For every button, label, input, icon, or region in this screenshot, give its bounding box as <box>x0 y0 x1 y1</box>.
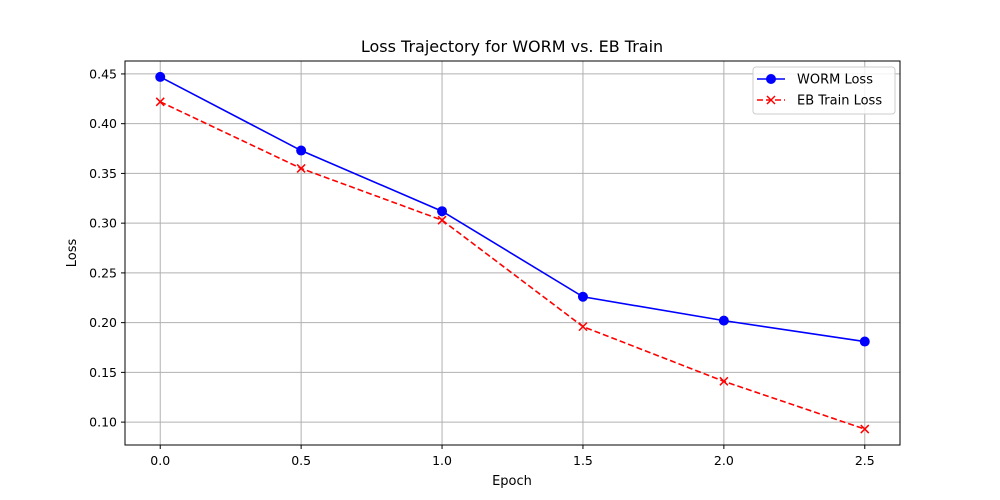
x-axis-label: Epoch <box>492 474 532 489</box>
eb-train-loss-point <box>860 424 870 434</box>
y-tick-label: 0.45 <box>89 66 117 81</box>
eb-train-loss-point <box>578 322 588 332</box>
y-tick-label: 0.20 <box>89 315 117 330</box>
legend: WORM Loss EB Train Loss <box>752 66 896 115</box>
eb-train-loss-point <box>296 163 306 173</box>
legend-eb-train-loss-label: EB Train Loss <box>797 94 882 109</box>
worm-loss-point <box>296 145 307 156</box>
y-tick-label: 0.35 <box>89 166 117 181</box>
x-tick-label: 0.5 <box>291 453 311 468</box>
plot-frame <box>124 60 901 446</box>
eb-train-loss-line <box>159 101 866 430</box>
worm-loss-point <box>155 71 166 82</box>
legend-worm-loss-marker <box>766 74 776 84</box>
worm-loss-point <box>437 206 448 217</box>
y-axis-label: Loss <box>65 239 80 268</box>
x-tick-label: 1.5 <box>573 453 593 468</box>
eb-train-loss-point <box>437 215 447 225</box>
eb-train-loss-point <box>719 376 729 386</box>
worm-loss-point <box>718 315 729 326</box>
x-tick-label: 2.0 <box>714 453 734 468</box>
worm-loss-point <box>859 336 870 347</box>
chart-title: Loss Trajectory for WORM vs. EB Train <box>361 37 663 56</box>
y-tick-label: 0.15 <box>89 365 117 380</box>
x-tick-label: 2.5 <box>855 453 875 468</box>
legend-box <box>752 66 896 115</box>
legend-eb-train-loss-marker <box>766 95 776 105</box>
x-tick-label: 0.0 <box>150 453 170 468</box>
worm-loss-point <box>577 291 588 302</box>
axis-ticks: 0.0 0.5 1.0 1.5 2.0 2.5 0.10 0.15 0.20 0.25 0.30 0.… <box>89 66 875 468</box>
y-tick-label: 0.30 <box>89 216 117 231</box>
eb-train-loss-point <box>155 97 165 107</box>
y-tick-label: 0.40 <box>89 116 117 131</box>
x-tick-label: 1.0 <box>432 453 452 468</box>
y-tick-label: 0.10 <box>89 415 117 430</box>
series-layer <box>155 71 870 434</box>
legend-worm-loss-label: WORM Loss <box>797 73 873 88</box>
y-tick-label: 0.25 <box>89 265 117 280</box>
worm-loss-line <box>159 76 865 343</box>
